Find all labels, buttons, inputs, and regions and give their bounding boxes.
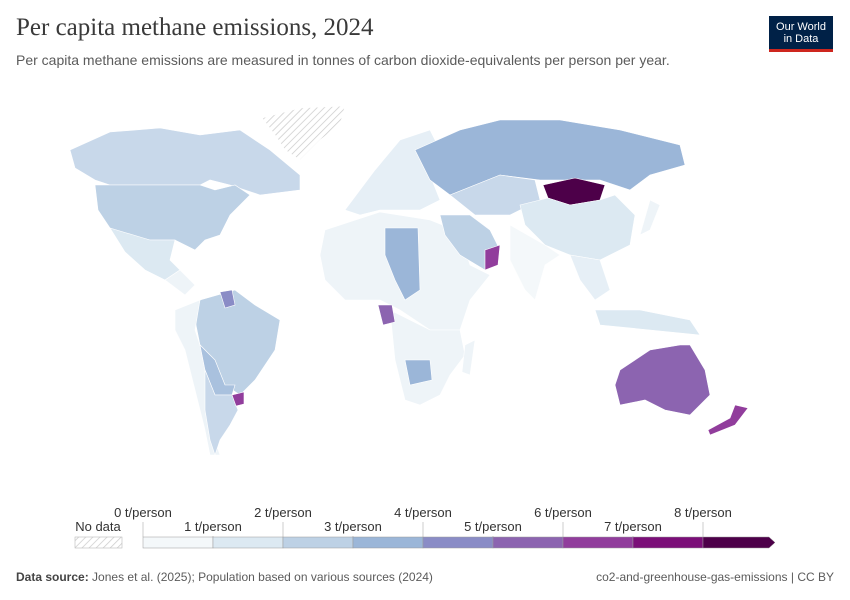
sudan-chad — [384, 227, 421, 301]
legend-swatch — [352, 536, 424, 549]
argentina — [204, 369, 239, 456]
legend-swatch — [632, 536, 704, 549]
madagascar — [461, 339, 476, 376]
legend-label: 6 t/person — [534, 505, 592, 520]
no-data-label: No data — [75, 519, 121, 534]
legend-label: 8 t/person — [674, 505, 732, 520]
logo-text: Our World — [776, 21, 826, 33]
legend-label: 1 t/person — [184, 519, 242, 534]
southeast-asia — [569, 254, 611, 301]
source: Jones et al. (2025); Population based on… — [92, 570, 433, 584]
china — [519, 194, 636, 261]
legend-swatch — [282, 536, 354, 549]
legend-label: 7 t/person — [604, 519, 662, 534]
india — [509, 224, 561, 301]
legend-label: 2 t/person — [254, 505, 312, 520]
title: Per capita methane emissions, 2024 — [16, 14, 374, 41]
europe — [344, 129, 441, 216]
central-america — [164, 269, 196, 296]
australia — [614, 344, 711, 416]
legend-swatch — [212, 536, 284, 549]
footer-slug[interactable]: co2-and-greenhouse-gas-emissions | CC BY — [596, 570, 834, 584]
legend-swatch — [422, 536, 494, 549]
oman — [484, 244, 501, 271]
japan — [639, 199, 661, 236]
subtitle: Per capita methane emissions are measure… — [16, 52, 670, 68]
legend-label: 3 t/person — [324, 519, 382, 534]
gabon-congo — [377, 304, 396, 326]
indonesia — [594, 309, 701, 336]
legend-label: 4 t/person — [394, 505, 452, 520]
legend-swatch — [702, 536, 776, 549]
greenland — [261, 105, 346, 161]
logo[interactable]: Our World in Data — [769, 16, 833, 52]
brazil — [194, 289, 281, 396]
canada — [69, 127, 301, 196]
new-zealand — [707, 404, 749, 436]
legend-label: 5 t/person — [464, 519, 522, 534]
logo-text: in Data — [783, 33, 819, 45]
legend-swatch — [492, 536, 564, 549]
legend-swatch — [142, 536, 214, 549]
no-data-swatch — [74, 536, 123, 549]
africa-south — [389, 309, 466, 406]
legend-label: 0 t/person — [114, 505, 172, 520]
legend-swatch — [562, 536, 634, 549]
uruguay — [231, 391, 245, 407]
footer-source: Data source: Jones et al. (2025); Popula… — [16, 570, 433, 584]
botswana — [404, 359, 433, 386]
source-label: Data source: — [16, 570, 89, 584]
countries — [69, 105, 749, 456]
guyana — [219, 289, 236, 309]
